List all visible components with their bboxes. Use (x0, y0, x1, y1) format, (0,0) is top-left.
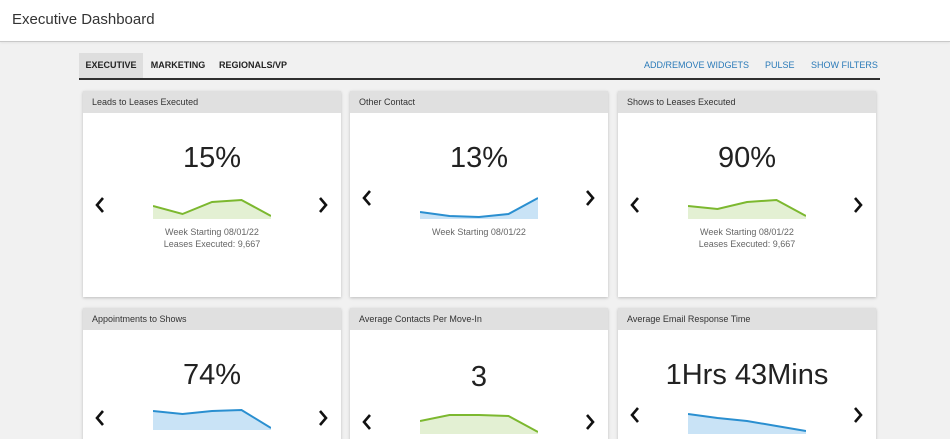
chevron-left-icon[interactable] (93, 196, 107, 214)
chevron-left-icon[interactable] (360, 413, 374, 431)
tab-regionals-vp[interactable]: REGIONALS/VP (218, 60, 287, 70)
week-starting-caption: Week Starting 08/01/22 (165, 227, 259, 237)
trend-sparkline (688, 413, 806, 434)
week-starting-caption: Week Starting 08/01/22 (700, 227, 794, 237)
chevron-right-icon[interactable] (583, 189, 597, 207)
widget-value: 1Hrs 43Mins (665, 359, 829, 391)
dashboard-tab-bar: EXECUTIVE MARKETING REGIONALS/VP ADD/REM… (79, 53, 880, 80)
trend-sparkline (153, 198, 271, 219)
widget-value: 90% (717, 142, 777, 174)
chevron-right-icon[interactable] (851, 406, 865, 424)
trend-sparkline (688, 198, 806, 219)
sparkline-line (688, 198, 806, 217)
sparkline-line (420, 414, 538, 433)
widget-title: Appointments to Shows (83, 308, 341, 330)
trend-sparkline (153, 408, 271, 430)
chevron-left-icon[interactable] (360, 189, 374, 207)
add-remove-widgets-link[interactable]: ADD/REMOVE WIDGETS (644, 60, 750, 70)
chevron-right-icon[interactable] (316, 409, 330, 427)
page-title: Executive Dashboard (12, 11, 155, 28)
sparkline-line (153, 198, 271, 217)
sparkline-line (153, 408, 271, 429)
widget-card: Other Contact 13% Week Starting 08/01/22 (350, 91, 608, 297)
tab-marketing[interactable]: MARKETING (150, 60, 206, 70)
show-filters-link[interactable]: SHOW FILTERS (811, 60, 878, 70)
widget-card: Average Contacts Per Move-In 3 (350, 308, 608, 439)
week-starting-caption: Week Starting 08/01/22 (432, 227, 526, 237)
widget-title: Leads to Leases Executed (83, 91, 341, 113)
chevron-left-icon[interactable] (93, 409, 107, 427)
chevron-right-icon[interactable] (851, 196, 865, 214)
widget-card: Leads to Leases Executed 15% Week Starti… (83, 91, 341, 297)
chevron-left-icon[interactable] (628, 406, 642, 424)
pulse-link[interactable]: PULSE (765, 60, 795, 70)
leases-executed-caption: Leases Executed: 9,667 (163, 239, 261, 249)
sparkline-line (688, 413, 806, 432)
widget-value: 15% (182, 142, 242, 174)
widget-card: Appointments to Shows 74% (83, 308, 341, 439)
widget-title: Other Contact (350, 91, 608, 113)
sparkline-area (420, 198, 538, 219)
top-bar: Executive Dashboard (0, 0, 950, 42)
trend-sparkline (420, 414, 538, 434)
widget-card: Average Email Response Time 1Hrs 43Mins (618, 308, 876, 439)
widget-card: Shows to Leases Executed 90% Week Starti… (618, 91, 876, 297)
widget-title: Average Email Response Time (618, 308, 876, 330)
tab-executive[interactable]: EXECUTIVE (79, 53, 143, 78)
widget-value: 13% (449, 142, 509, 174)
sparkline-area (688, 200, 806, 219)
widget-value: 74% (182, 359, 242, 391)
widget-value: 3 (470, 361, 488, 393)
sparkline-area (420, 415, 538, 434)
chevron-right-icon[interactable] (316, 196, 330, 214)
leases-executed-caption: Leases Executed: 9,667 (698, 239, 796, 249)
chevron-right-icon[interactable] (583, 413, 597, 431)
chevron-left-icon[interactable] (628, 196, 642, 214)
trend-sparkline (420, 197, 538, 219)
widget-title: Shows to Leases Executed (618, 91, 876, 113)
widget-title: Average Contacts Per Move-In (350, 308, 608, 330)
sparkline-line (420, 197, 538, 219)
